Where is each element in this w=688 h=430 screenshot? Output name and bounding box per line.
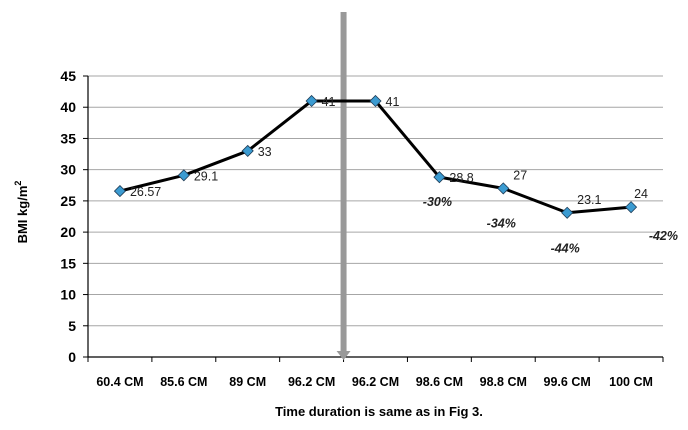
y-tick-label: 45	[60, 68, 76, 84]
data-point	[369, 94, 382, 108]
divider-arrowhead	[336, 351, 351, 360]
series-bmi	[113, 94, 638, 219]
y-tick-label: 40	[60, 99, 76, 115]
x-tick-label: 96.2 CM	[288, 375, 335, 389]
x-tick-label: 98.8 CM	[480, 375, 527, 389]
y-tick-label: 15	[60, 255, 76, 271]
divider	[336, 12, 351, 360]
data-label: 33	[258, 145, 272, 159]
percent-annotation: -42%	[649, 229, 678, 243]
data-point	[113, 185, 127, 198]
data-label: 27	[513, 168, 527, 182]
x-tick-label: 85.6 CM	[160, 375, 207, 389]
percent-annotation: -34%	[487, 217, 516, 231]
x-tick-label: 60.4 CM	[96, 375, 143, 389]
data-point	[177, 169, 190, 182]
data-label: 24	[634, 187, 648, 201]
data-point	[433, 171, 446, 184]
data-labels: 26.57 29.1 33 41 41 28.8 27 23.1 24	[130, 95, 648, 207]
x-axis-title: Time duration is same as in Fig 3.	[275, 404, 483, 419]
y-tick-label: 25	[60, 193, 76, 209]
x-tick-label: 96.2 CM	[352, 375, 399, 389]
data-point	[624, 201, 638, 214]
data-label: 41	[386, 95, 400, 109]
percent-annotations: -30% -34% -44% -42%	[423, 195, 678, 256]
data-point	[305, 94, 318, 108]
x-tick-labels: 60.4 CM 85.6 CM 89 CM 96.2 CM 96.2 CM 98.6 CM…	[96, 375, 653, 389]
data-point	[241, 144, 254, 157]
percent-annotation: -30%	[423, 195, 452, 209]
x-tick-label: 98.6 CM	[416, 375, 463, 389]
data-label: 29.1	[194, 169, 218, 183]
y-tick-label: 10	[60, 287, 76, 303]
x-tick-label: 100 CM	[609, 375, 653, 389]
y-tick-label: 30	[60, 162, 76, 178]
data-label: 23.1	[577, 193, 601, 207]
series-line	[119, 99, 632, 215]
x-tick-label: 89 CM	[229, 375, 266, 389]
y-tick-label: 5	[68, 318, 76, 334]
data-point	[561, 206, 574, 219]
axes	[83, 75, 664, 362]
y-tick-label: 20	[60, 224, 76, 240]
data-point	[497, 182, 510, 195]
x-tick-label: 99.6 CM	[544, 375, 591, 389]
y-axis-title: BMI kg/m2	[13, 181, 30, 244]
data-label: 28.8	[449, 171, 473, 185]
y-tick-label: 35	[60, 130, 76, 146]
y-tick-label: 0	[68, 349, 76, 365]
data-label: 26.57	[130, 185, 161, 199]
data-label: 41	[322, 95, 336, 109]
y-tick-labels: 0 5 10 15 20 25 30 35 40 45	[60, 68, 76, 365]
percent-annotation: -44%	[551, 242, 580, 256]
